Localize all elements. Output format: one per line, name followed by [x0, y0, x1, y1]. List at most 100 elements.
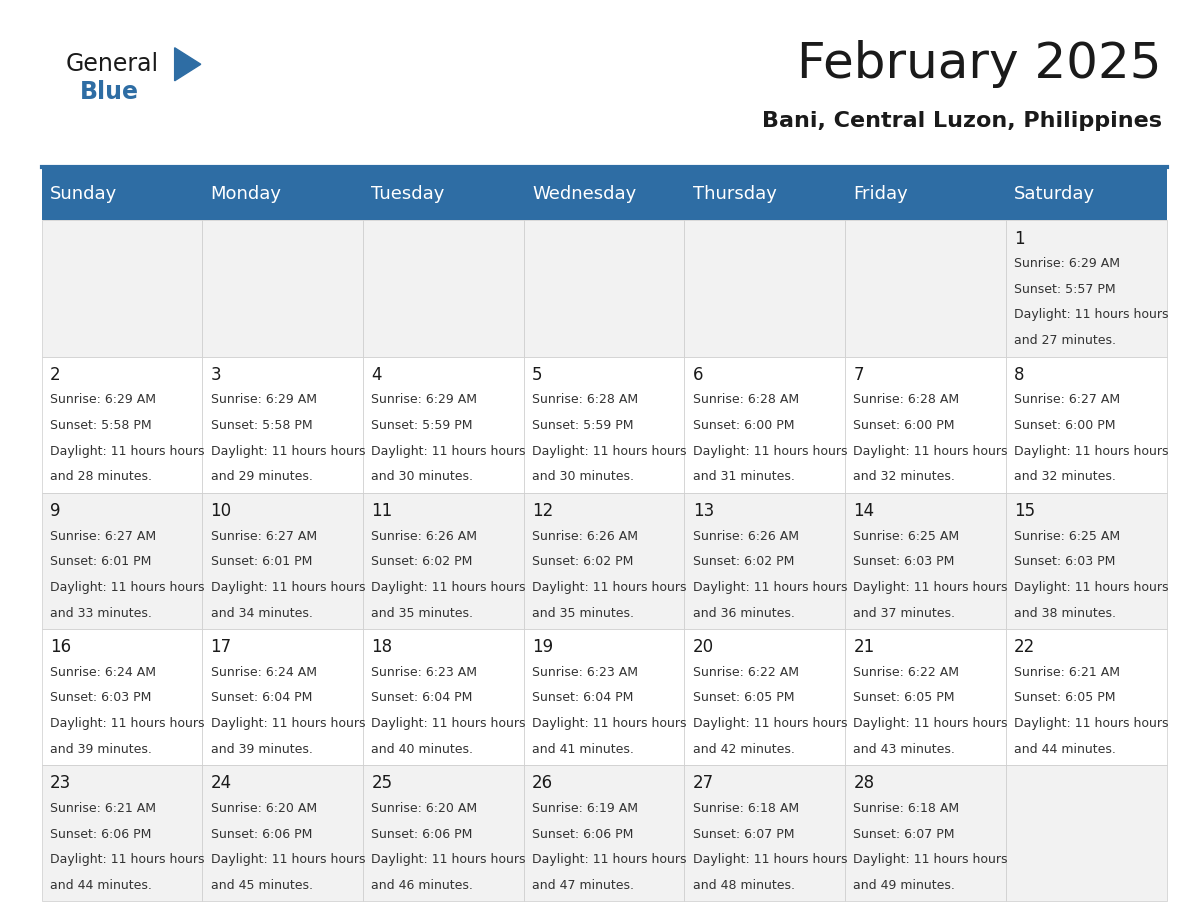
- Text: Daylight: 11 hours hours: Daylight: 11 hours hours: [853, 854, 1007, 867]
- FancyBboxPatch shape: [1006, 220, 1167, 356]
- Text: and 43 minutes.: and 43 minutes.: [853, 743, 955, 756]
- Text: 16: 16: [50, 638, 71, 656]
- FancyBboxPatch shape: [684, 493, 845, 629]
- Text: and 41 minutes.: and 41 minutes.: [532, 743, 634, 756]
- Text: Sunrise: 6:29 AM: Sunrise: 6:29 AM: [50, 393, 156, 407]
- Text: Daylight: 11 hours hours: Daylight: 11 hours hours: [372, 444, 526, 458]
- Polygon shape: [175, 48, 201, 81]
- Text: 24: 24: [210, 775, 232, 792]
- Text: Sunday: Sunday: [50, 185, 118, 203]
- FancyBboxPatch shape: [524, 220, 684, 356]
- FancyBboxPatch shape: [1006, 167, 1167, 220]
- Text: Sunset: 6:02 PM: Sunset: 6:02 PM: [372, 555, 473, 568]
- Text: and 44 minutes.: and 44 minutes.: [1015, 743, 1116, 756]
- Text: Daylight: 11 hours hours: Daylight: 11 hours hours: [853, 717, 1007, 730]
- Text: and 32 minutes.: and 32 minutes.: [1015, 470, 1116, 484]
- Text: and 30 minutes.: and 30 minutes.: [532, 470, 634, 484]
- Text: Wednesday: Wednesday: [532, 185, 637, 203]
- Text: and 39 minutes.: and 39 minutes.: [50, 743, 152, 756]
- FancyBboxPatch shape: [684, 629, 845, 766]
- Text: and 30 minutes.: and 30 minutes.: [372, 470, 473, 484]
- Text: Daylight: 11 hours hours: Daylight: 11 hours hours: [532, 444, 687, 458]
- Text: Monday: Monday: [210, 185, 282, 203]
- Text: Sunrise: 6:26 AM: Sunrise: 6:26 AM: [372, 530, 478, 543]
- FancyBboxPatch shape: [845, 766, 1006, 901]
- Text: Sunset: 6:00 PM: Sunset: 6:00 PM: [693, 419, 795, 432]
- Text: Sunrise: 6:18 AM: Sunrise: 6:18 AM: [693, 802, 798, 815]
- Text: and 49 minutes.: and 49 minutes.: [853, 879, 955, 892]
- Text: Sunrise: 6:22 AM: Sunrise: 6:22 AM: [693, 666, 798, 678]
- Text: and 27 minutes.: and 27 minutes.: [1015, 334, 1117, 347]
- Text: Daylight: 11 hours hours: Daylight: 11 hours hours: [210, 444, 365, 458]
- Text: Sunset: 6:07 PM: Sunset: 6:07 PM: [853, 828, 955, 841]
- Text: Sunrise: 6:27 AM: Sunrise: 6:27 AM: [1015, 393, 1120, 407]
- Text: Daylight: 11 hours hours: Daylight: 11 hours hours: [50, 854, 204, 867]
- FancyBboxPatch shape: [1006, 356, 1167, 493]
- Text: Sunrise: 6:26 AM: Sunrise: 6:26 AM: [532, 530, 638, 543]
- Text: Daylight: 11 hours hours: Daylight: 11 hours hours: [210, 854, 365, 867]
- FancyBboxPatch shape: [845, 493, 1006, 629]
- Text: Sunset: 5:59 PM: Sunset: 5:59 PM: [532, 419, 633, 432]
- Text: and 33 minutes.: and 33 minutes.: [50, 607, 152, 620]
- Text: 2: 2: [50, 365, 61, 384]
- Text: Sunset: 6:04 PM: Sunset: 6:04 PM: [372, 691, 473, 704]
- FancyBboxPatch shape: [42, 629, 202, 766]
- Text: and 37 minutes.: and 37 minutes.: [853, 607, 955, 620]
- Text: 6: 6: [693, 365, 703, 384]
- Text: Sunrise: 6:23 AM: Sunrise: 6:23 AM: [532, 666, 638, 678]
- Text: 9: 9: [50, 502, 61, 520]
- FancyBboxPatch shape: [845, 220, 1006, 356]
- Text: Sunset: 5:58 PM: Sunset: 5:58 PM: [50, 419, 152, 432]
- Text: 1: 1: [1015, 230, 1025, 248]
- Text: Daylight: 11 hours hours: Daylight: 11 hours hours: [210, 717, 365, 730]
- Text: and 31 minutes.: and 31 minutes.: [693, 470, 795, 484]
- Text: Sunrise: 6:25 AM: Sunrise: 6:25 AM: [1015, 530, 1120, 543]
- Text: Sunset: 5:59 PM: Sunset: 5:59 PM: [372, 419, 473, 432]
- Text: 27: 27: [693, 775, 714, 792]
- FancyBboxPatch shape: [684, 356, 845, 493]
- Text: 18: 18: [372, 638, 392, 656]
- FancyBboxPatch shape: [364, 766, 524, 901]
- Text: Daylight: 11 hours hours: Daylight: 11 hours hours: [532, 854, 687, 867]
- Text: 23: 23: [50, 775, 71, 792]
- Text: Sunset: 6:06 PM: Sunset: 6:06 PM: [50, 828, 151, 841]
- Text: Daylight: 11 hours hours: Daylight: 11 hours hours: [1015, 308, 1169, 321]
- FancyBboxPatch shape: [845, 629, 1006, 766]
- FancyBboxPatch shape: [1006, 629, 1167, 766]
- Text: Sunrise: 6:23 AM: Sunrise: 6:23 AM: [372, 666, 478, 678]
- FancyBboxPatch shape: [42, 220, 202, 356]
- Text: Daylight: 11 hours hours: Daylight: 11 hours hours: [1015, 717, 1169, 730]
- Text: and 35 minutes.: and 35 minutes.: [532, 607, 634, 620]
- FancyBboxPatch shape: [202, 356, 364, 493]
- Text: 3: 3: [210, 365, 221, 384]
- Text: 4: 4: [372, 365, 381, 384]
- Text: Daylight: 11 hours hours: Daylight: 11 hours hours: [532, 581, 687, 594]
- Text: Sunset: 6:04 PM: Sunset: 6:04 PM: [210, 691, 312, 704]
- Text: Sunset: 6:05 PM: Sunset: 6:05 PM: [853, 691, 955, 704]
- Text: Sunrise: 6:26 AM: Sunrise: 6:26 AM: [693, 530, 798, 543]
- FancyBboxPatch shape: [202, 167, 364, 220]
- Text: 22: 22: [1015, 638, 1036, 656]
- Text: Sunset: 6:00 PM: Sunset: 6:00 PM: [853, 419, 955, 432]
- Text: Sunset: 6:03 PM: Sunset: 6:03 PM: [853, 555, 955, 568]
- Text: Saturday: Saturday: [1015, 185, 1095, 203]
- Text: Sunset: 6:04 PM: Sunset: 6:04 PM: [532, 691, 633, 704]
- FancyBboxPatch shape: [684, 220, 845, 356]
- Text: and 29 minutes.: and 29 minutes.: [210, 470, 312, 484]
- Text: 7: 7: [853, 365, 864, 384]
- Text: Sunrise: 6:20 AM: Sunrise: 6:20 AM: [210, 802, 317, 815]
- Text: and 42 minutes.: and 42 minutes.: [693, 743, 795, 756]
- Text: Daylight: 11 hours hours: Daylight: 11 hours hours: [532, 717, 687, 730]
- Text: 14: 14: [853, 502, 874, 520]
- Text: Sunrise: 6:22 AM: Sunrise: 6:22 AM: [853, 666, 960, 678]
- FancyBboxPatch shape: [684, 766, 845, 901]
- FancyBboxPatch shape: [42, 493, 202, 629]
- FancyBboxPatch shape: [524, 493, 684, 629]
- Text: Sunset: 6:06 PM: Sunset: 6:06 PM: [210, 828, 312, 841]
- FancyBboxPatch shape: [364, 356, 524, 493]
- FancyBboxPatch shape: [42, 766, 202, 901]
- Text: Sunset: 5:58 PM: Sunset: 5:58 PM: [210, 419, 312, 432]
- Text: Sunrise: 6:28 AM: Sunrise: 6:28 AM: [853, 393, 960, 407]
- FancyBboxPatch shape: [684, 167, 845, 220]
- Text: Daylight: 11 hours hours: Daylight: 11 hours hours: [693, 717, 847, 730]
